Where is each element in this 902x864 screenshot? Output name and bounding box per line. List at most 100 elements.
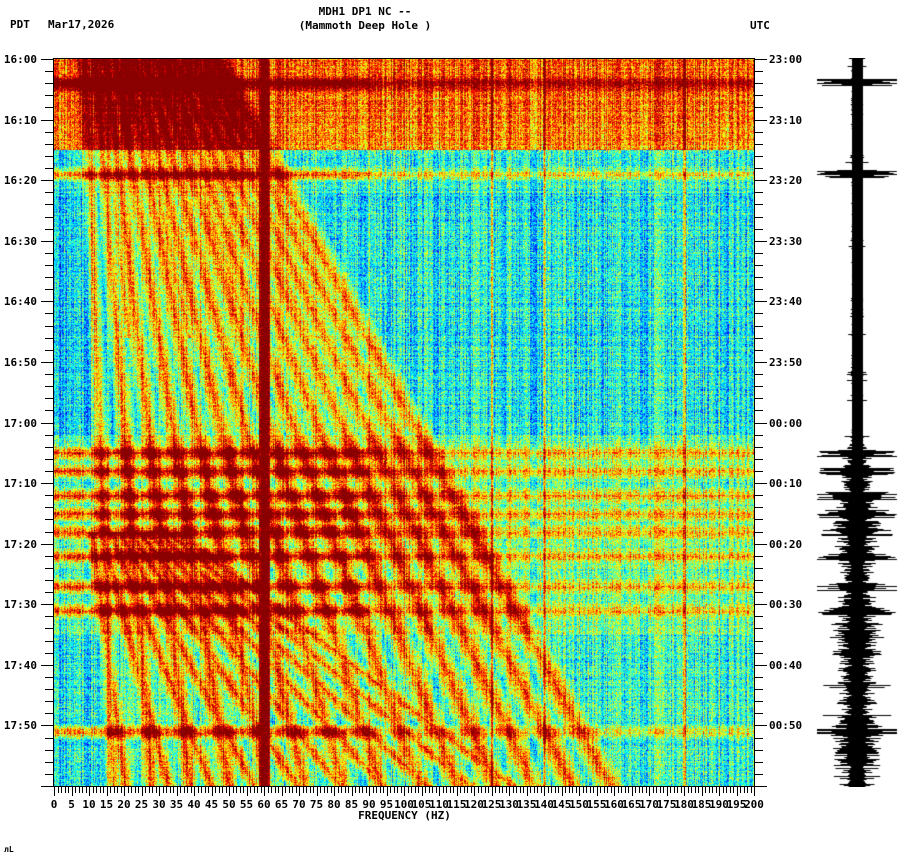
tick-minor-left	[45, 592, 53, 594]
tick-minor-freq	[519, 787, 521, 793]
tick-major-freq	[754, 787, 755, 796]
freq-label: 45	[204, 798, 219, 811]
tick-minor-freq	[680, 787, 682, 793]
tick-major-right	[755, 240, 767, 242]
tick-minor-freq	[313, 787, 314, 793]
freq-label: 30	[152, 798, 166, 811]
tick-minor-freq	[453, 787, 454, 793]
tick-minor-left	[45, 458, 53, 460]
tick-minor-right	[755, 749, 763, 751]
tick-minor-freq	[698, 787, 699, 793]
tick-minor-freq	[155, 787, 157, 793]
tick-minor-freq	[131, 787, 132, 793]
freq-label: 160	[604, 798, 624, 811]
tick-minor-freq	[488, 787, 489, 793]
tick-minor-freq	[127, 787, 129, 793]
tick-minor-right	[755, 95, 763, 97]
tick-minor-freq	[747, 787, 748, 793]
time-label-utc: 23:50	[769, 355, 803, 369]
tick-minor-freq	[432, 787, 433, 793]
freq-label: 185	[691, 798, 712, 811]
tick-minor-freq	[330, 787, 332, 793]
time-label-pdt: 16:40	[3, 295, 37, 309]
freq-label: 50	[222, 798, 236, 811]
tick-minor-freq	[295, 787, 297, 793]
spectrogram-canvas[interactable]	[54, 59, 754, 786]
tick-minor-right	[755, 737, 763, 739]
tick-minor-freq	[414, 787, 416, 793]
freq-label: 5	[68, 798, 75, 811]
tick-major-freq	[474, 787, 475, 796]
tick-minor-freq	[628, 787, 629, 793]
tick-major-right	[755, 422, 767, 424]
tick-minor-left	[45, 289, 53, 291]
tick-minor-freq	[274, 787, 276, 793]
tick-minor-right	[755, 507, 763, 509]
tick-minor-freq	[190, 787, 192, 793]
tick-minor-freq	[99, 787, 101, 793]
tick-minor-right	[755, 289, 763, 291]
tick-minor-freq	[589, 787, 591, 793]
tick-minor-freq	[530, 787, 531, 793]
tick-minor-freq	[572, 787, 573, 793]
tick-major-freq	[124, 787, 125, 796]
tick-major-freq	[299, 787, 300, 796]
tick-minor-freq	[551, 787, 552, 793]
tick-minor-freq	[271, 787, 272, 793]
tick-major-right	[755, 483, 767, 485]
tick-minor-freq	[218, 787, 220, 793]
time-label-utc: 00:10	[769, 477, 803, 491]
time-label-pdt: 16:20	[3, 174, 37, 188]
tick-major-freq	[509, 787, 510, 796]
tick-major-left	[41, 786, 53, 787]
freq-label: 200	[744, 798, 764, 811]
tick-major-freq	[421, 787, 423, 796]
tick-minor-freq	[411, 787, 412, 793]
tick-minor-freq	[687, 787, 689, 793]
time-label-utc: 23:20	[769, 174, 803, 188]
tick-minor-left	[45, 228, 53, 230]
tick-minor-left	[45, 628, 53, 630]
tick-minor-right	[755, 519, 763, 521]
freq-label: 180	[674, 798, 694, 811]
tick-minor-right	[755, 168, 763, 170]
freq-label: 80	[327, 798, 341, 811]
tick-minor-right	[755, 337, 763, 339]
tick-minor-freq	[659, 787, 661, 793]
time-label-pdt: 17:10	[3, 477, 37, 491]
tick-minor-freq	[575, 787, 577, 793]
tick-minor-freq	[722, 787, 724, 793]
tick-minor-freq	[435, 787, 437, 793]
tick-minor-freq	[152, 787, 153, 793]
freq-label: 130	[499, 798, 519, 811]
tick-minor-freq	[348, 787, 349, 793]
tick-minor-freq	[68, 787, 69, 793]
header-title: MDH1 DP1 NC --	[0, 5, 902, 18]
freq-label: 75	[309, 798, 324, 811]
tick-minor-right	[755, 277, 763, 279]
time-label-utc: 00:00	[769, 416, 803, 430]
tick-major-freq	[579, 787, 580, 796]
tick-minor-left	[45, 83, 53, 85]
tick-minor-right	[755, 567, 763, 569]
tick-minor-freq	[635, 787, 636, 793]
tick-minor-freq	[96, 787, 97, 793]
tick-minor-freq	[495, 787, 496, 793]
tick-major-freq	[386, 787, 388, 796]
spectrogram-plot[interactable]	[53, 58, 755, 787]
tick-minor-right	[755, 410, 763, 412]
time-label-utc: 23:30	[769, 234, 803, 248]
seismogram-canvas	[815, 58, 900, 787]
tick-minor-freq	[607, 787, 608, 793]
tick-minor-right	[755, 252, 763, 254]
tick-minor-right	[755, 592, 763, 594]
tick-minor-freq	[523, 787, 524, 793]
tick-minor-freq	[463, 787, 465, 793]
tick-minor-freq	[397, 787, 398, 793]
tick-minor-right	[755, 689, 763, 691]
tick-minor-freq	[183, 787, 185, 793]
tick-minor-freq	[78, 787, 80, 793]
tick-minor-right	[755, 216, 763, 218]
time-label-utc: 23:40	[769, 295, 803, 309]
tick-major-left	[41, 604, 53, 606]
